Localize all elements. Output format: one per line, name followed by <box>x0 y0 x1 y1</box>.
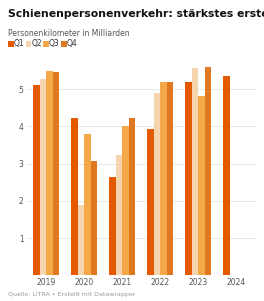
Text: Schienenpersonenverkehr: stärkstes erstes Quartal: Schienenpersonenverkehr: stärkstes erste… <box>8 9 264 19</box>
Bar <box>109 177 116 275</box>
Bar <box>205 67 211 275</box>
Bar <box>78 205 84 275</box>
Bar <box>91 161 97 275</box>
Bar <box>122 126 129 275</box>
Bar <box>53 73 59 275</box>
Text: Q2: Q2 <box>31 39 42 48</box>
Bar <box>84 134 91 275</box>
Bar <box>116 156 122 275</box>
Text: Quelle: LITRA • Erstellt mit Datawrapper: Quelle: LITRA • Erstellt mit Datawrapper <box>8 292 135 297</box>
Bar <box>71 118 78 275</box>
Text: Q3: Q3 <box>49 39 60 48</box>
Text: Q1: Q1 <box>14 39 24 48</box>
Bar <box>223 76 230 275</box>
Bar <box>160 82 167 275</box>
Bar <box>33 85 40 275</box>
Bar <box>147 129 154 275</box>
Bar <box>192 68 198 275</box>
Bar <box>46 71 53 275</box>
Bar <box>167 82 173 275</box>
Text: Q4: Q4 <box>67 39 78 48</box>
Bar <box>40 79 46 275</box>
Bar <box>185 82 192 275</box>
Bar <box>154 93 160 275</box>
Text: Personenkilometer in Milliarden: Personenkilometer in Milliarden <box>8 29 130 38</box>
Bar <box>198 96 205 275</box>
Bar <box>129 118 135 275</box>
